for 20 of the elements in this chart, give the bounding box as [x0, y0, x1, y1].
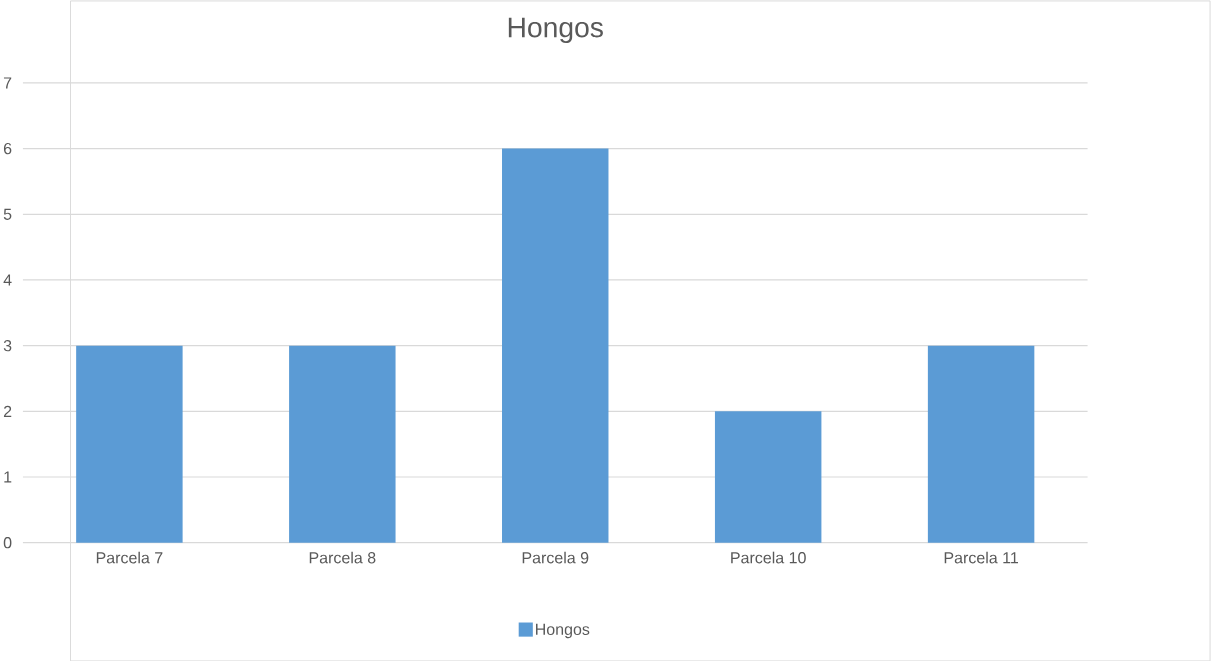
x-tick-label: Parcela 11 — [944, 551, 1019, 564]
bar — [502, 148, 609, 543]
bar — [927, 345, 1035, 543]
y-tick-label: 1 — [4, 471, 12, 483]
y-tick-label: 3 — [3, 339, 12, 352]
y-tick-label: 6 — [3, 142, 12, 155]
y-tick-label: 5 — [3, 208, 12, 220]
x-tick-label: Parcela 10 — [731, 551, 806, 564]
y-tick-label: 0 — [3, 536, 12, 549]
bar — [714, 411, 822, 543]
chart-title: Hongos — [508, 17, 603, 43]
y-tick-label: 2 — [3, 405, 12, 417]
y-tick-label: 7 — [3, 77, 12, 89]
y-tick-label: 4 — [3, 274, 12, 286]
x-tick-label: Parcela 9 — [522, 551, 589, 564]
x-tick-label: Parcela 7 — [96, 551, 163, 564]
legend-label: Hongos — [536, 623, 590, 638]
bar — [76, 345, 183, 543]
bar — [289, 345, 396, 543]
x-tick-label: Parcela 8 — [309, 551, 376, 564]
